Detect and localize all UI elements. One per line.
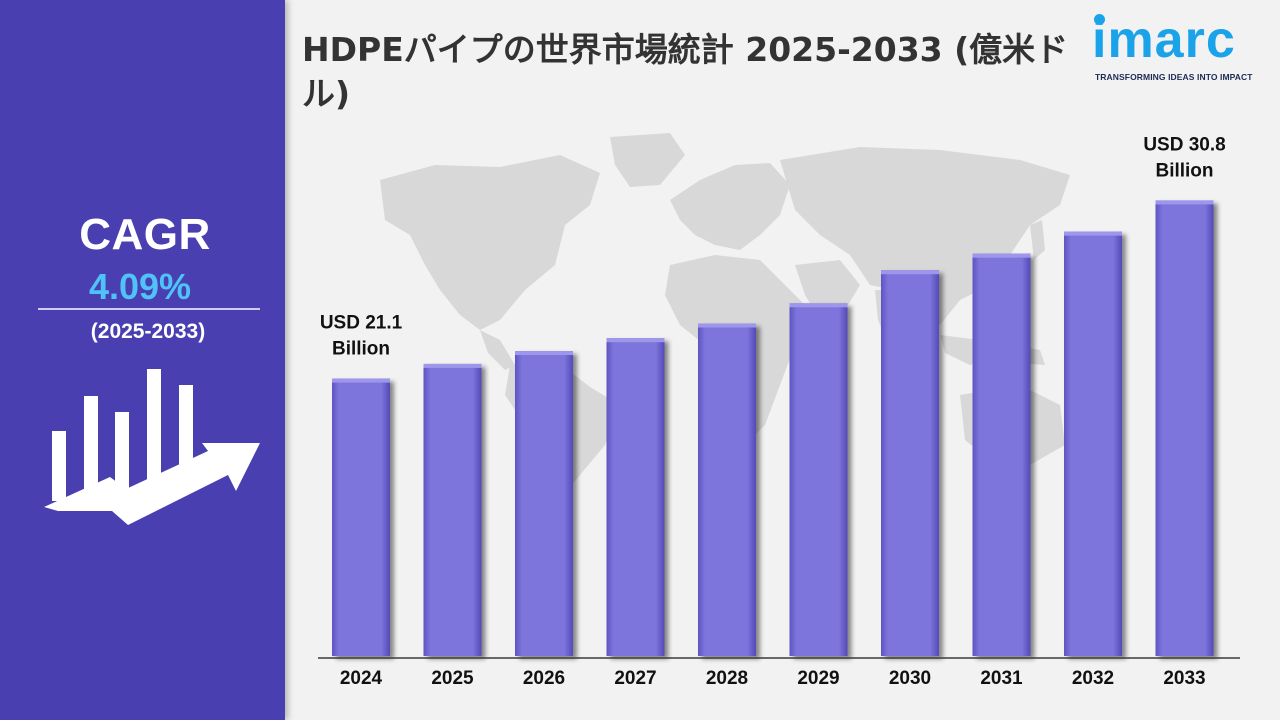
x-tick-2025: 2025 (431, 668, 474, 689)
logo-wordmark: imarc (1092, 11, 1236, 69)
bar-2026 (515, 351, 573, 656)
left-panel: CAGR 4.09% (2025-2033) (0, 0, 285, 720)
bar-2032 (1064, 231, 1122, 656)
annotations: USD 21.1 Billion USD 30.8 Billion (320, 134, 1226, 359)
bar-2025 (423, 363, 482, 656)
annotation-value-2033: USD 30.8 (1143, 134, 1225, 155)
bar-2028 (698, 323, 756, 656)
x-tick-2030: 2030 (889, 668, 931, 689)
x-tick-2031: 2031 (980, 668, 1023, 689)
bar-top-2031 (972, 253, 1031, 258)
logo-tagline: TRANSFORMING IDEAS INTO IMPACT (1095, 72, 1253, 82)
logo-dot (1094, 14, 1105, 25)
bar-top-2027 (606, 338, 665, 343)
bar-top-2033 (1155, 200, 1214, 205)
bar-top-2024 (332, 378, 390, 383)
cagr-period: (2025-2033) (90, 320, 206, 343)
divider (38, 308, 260, 310)
bar-top-2025 (423, 363, 482, 368)
bar-top-2028 (698, 323, 756, 328)
bar-top-2029 (789, 303, 848, 308)
x-tick-2033: 2033 (1163, 668, 1205, 689)
bar-top-2030 (881, 270, 939, 275)
growth-chart-icon (44, 369, 260, 525)
x-tick-2029: 2029 (797, 668, 839, 689)
chart-title: HDPEパイプの世界市場統計 2025-2033 (億米ドル) (302, 30, 1069, 113)
bar-2030 (881, 270, 939, 656)
x-tick-labels: 2024 2025 2026 2027 2028 2029 2030 2031 2032 2033 (340, 668, 1206, 689)
bar-2024 (332, 378, 390, 656)
cagr-label: CAGR (79, 210, 211, 259)
bars-group (332, 200, 1214, 656)
x-tick-2027: 2027 (614, 668, 656, 689)
annotation-value-2024: USD 21.1 (320, 313, 403, 334)
x-tick-2032: 2032 (1072, 668, 1114, 689)
bar-2029 (789, 303, 848, 656)
bar-top-2026 (515, 351, 573, 356)
annotation-unit-2024: Billion (332, 339, 390, 360)
x-tick-2028: 2028 (706, 668, 748, 689)
bar-top-2032 (1064, 231, 1122, 236)
x-tick-2024: 2024 (340, 668, 383, 689)
bar-2031 (972, 253, 1031, 656)
x-tick-2026: 2026 (523, 668, 565, 689)
imarc-logo: imarc TRANSFORMING IDEAS INTO IMPACT (1092, 10, 1272, 90)
annotation-unit-2033: Billion (1155, 160, 1213, 181)
cagr-value: 4.09% (88, 266, 192, 307)
bar-2033 (1155, 200, 1214, 656)
bar-2027 (606, 338, 665, 656)
bar-chart: 2024 2025 2026 2027 2028 2029 2030 2031 2032 2033… (318, 134, 1240, 689)
